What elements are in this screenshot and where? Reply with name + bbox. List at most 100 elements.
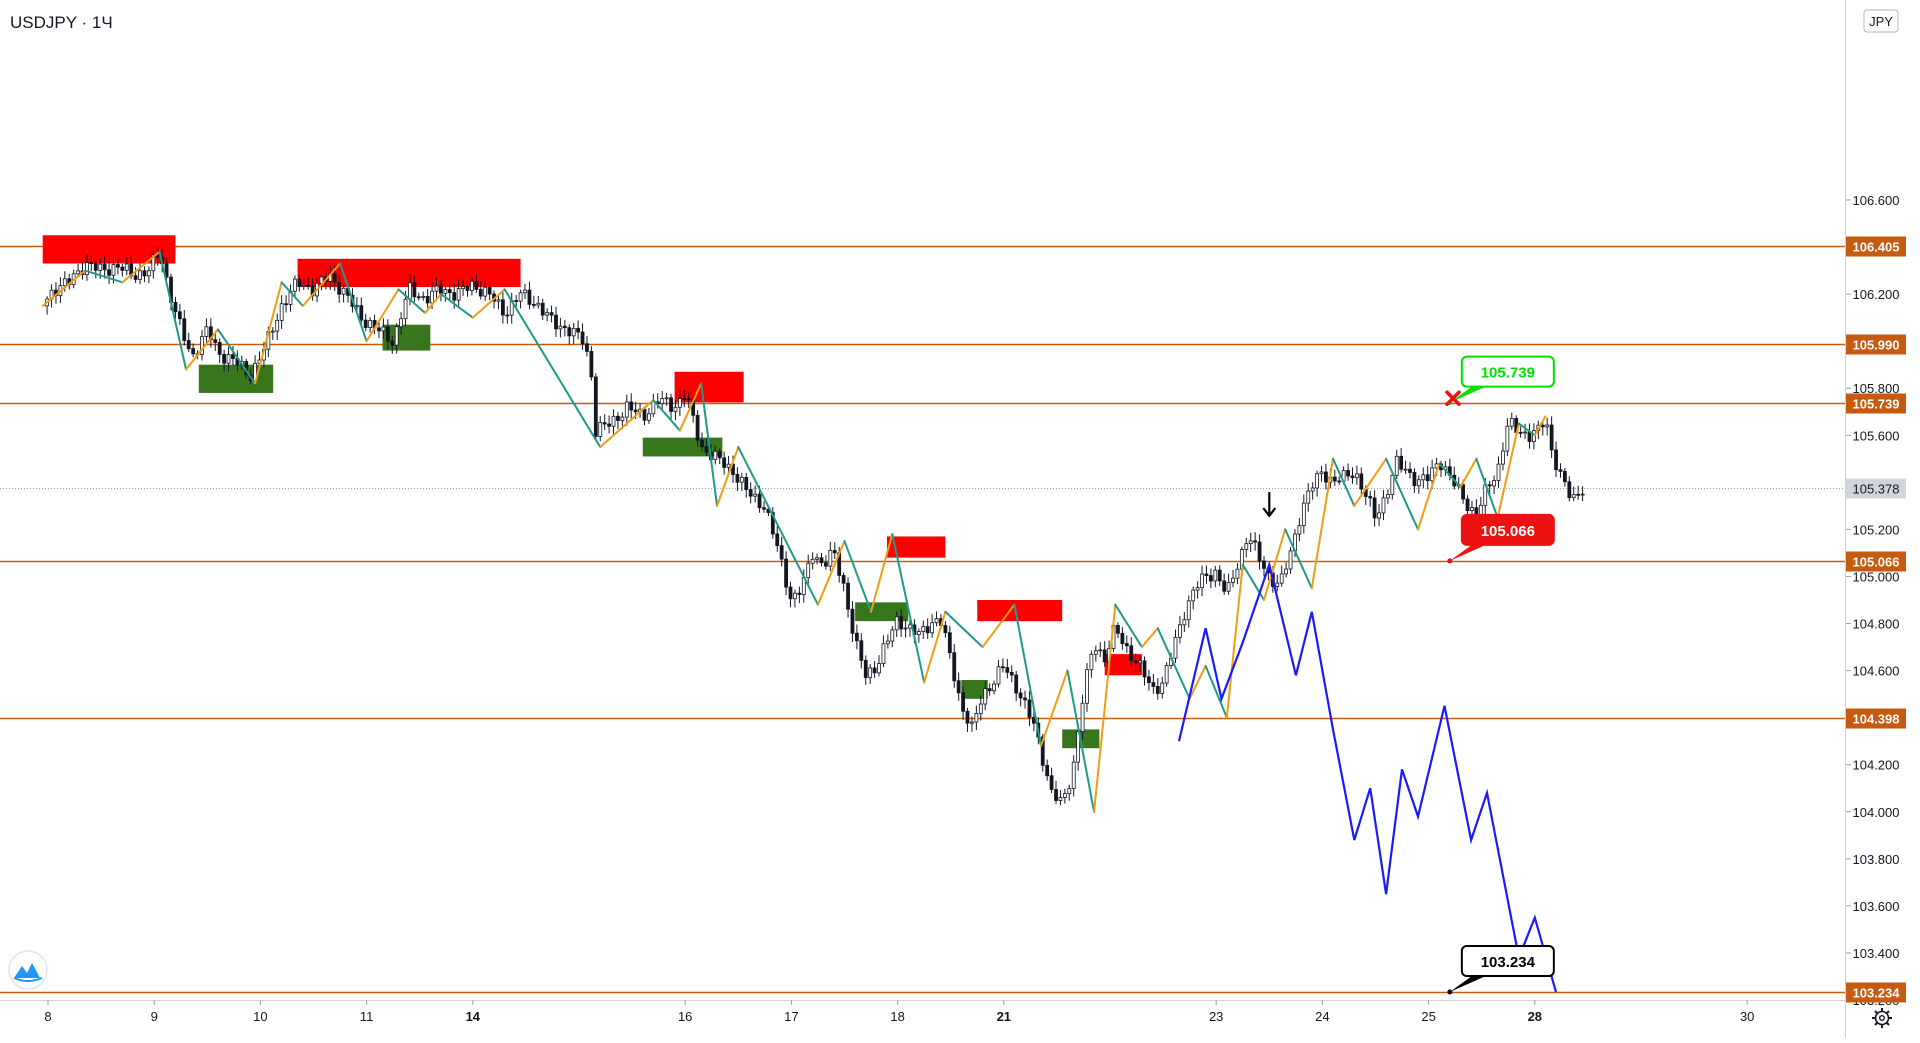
currency-badge[interactable]: [1863, 9, 1899, 33]
candle-body: [996, 666, 1001, 685]
candle-body: [580, 331, 585, 345]
candle-body: [921, 626, 926, 632]
level-label: 105.739: [1853, 397, 1900, 412]
candle-body: [217, 342, 222, 355]
zigzag-segment: [870, 533, 894, 613]
red_target-label: 105.066: [1481, 523, 1535, 540]
candle-body: [930, 622, 935, 634]
candle-body: [381, 326, 386, 332]
candle-body: [1381, 497, 1386, 514]
zigzag-segment: [1225, 563, 1244, 719]
zigzag-segment: [737, 446, 819, 606]
candle-body: [1505, 425, 1510, 452]
candle-body: [377, 327, 381, 332]
candle-body: [819, 557, 824, 564]
candle-body: [93, 263, 98, 271]
candle-body: [332, 273, 337, 283]
candle-body: [832, 550, 837, 554]
arrow-head: [1262, 507, 1277, 518]
candle-body: [598, 422, 603, 437]
candle-body: [872, 667, 877, 674]
plot-area[interactable]: [0, 0, 1845, 1000]
black_target-dot: [1447, 989, 1453, 995]
demand-zone: [961, 679, 988, 699]
candle-body: [1492, 480, 1496, 487]
black_target-pointer: [1449, 975, 1486, 992]
zigzag-segment: [1416, 462, 1441, 531]
candle-body: [279, 303, 284, 321]
candle-body: [412, 282, 417, 298]
candle-body: [1372, 497, 1377, 519]
zigzag-segment: [1066, 669, 1096, 813]
red-cross-icon: [1445, 390, 1461, 406]
candle-body: [739, 476, 744, 483]
time-axis[interactable]: 8 9 10 11 14 16 17 18 21 23 24 25 28 30: [44, 1000, 1754, 1024]
y-tick-label: 105.600: [1853, 428, 1900, 443]
candle-body: [430, 290, 434, 304]
zigzag-segment: [1241, 563, 1265, 601]
candle-body: [974, 713, 979, 723]
candle-body: [965, 710, 970, 724]
settings-gear-icon[interactable]: [1872, 1008, 1892, 1028]
candle-body: [846, 582, 850, 610]
zigzag-segment: [471, 288, 506, 319]
level-label-bg: [1846, 236, 1906, 257]
candle-body: [859, 640, 864, 661]
y-tick-label: 104.800: [1853, 617, 1900, 632]
candle-body: [779, 545, 784, 560]
candle-body: [363, 319, 368, 328]
candle-body: [443, 289, 448, 294]
candle-body: [633, 409, 638, 413]
candle-body: [1164, 665, 1169, 684]
candle-body: [992, 683, 996, 692]
candle-body: [1558, 469, 1563, 472]
y-tick-label: 103.800: [1853, 852, 1900, 867]
y-tick-label: 105.000: [1853, 569, 1900, 584]
candle-body: [1567, 481, 1572, 499]
candle-body: [186, 340, 191, 350]
candle-body: [425, 295, 430, 304]
candle-body: [669, 397, 673, 412]
candle-body: [647, 413, 651, 421]
candle-body: [133, 275, 138, 280]
zigzag-lines: [41, 250, 1547, 813]
candle-body: [1279, 573, 1284, 584]
zigzag-segment: [1188, 664, 1207, 700]
candle-body: [487, 286, 492, 295]
y-tick-label: 106.600: [1853, 193, 1900, 208]
candle-body: [987, 688, 992, 692]
candle-body: [1009, 671, 1014, 676]
candle-body: [1200, 573, 1204, 589]
y-tick-label: 103.600: [1853, 899, 1900, 914]
candle-body: [824, 562, 828, 567]
candle-body: [1133, 660, 1138, 664]
candle-body: [1403, 468, 1408, 471]
candle-body: [408, 282, 412, 300]
candle-body: [695, 414, 700, 441]
candle-body: [1186, 600, 1191, 621]
candle-body: [925, 626, 930, 634]
last-price-value: 105.378: [1853, 482, 1900, 497]
candle-body: [1023, 697, 1027, 701]
y-tick-label: 104.000: [1853, 805, 1900, 820]
candle-body: [151, 254, 156, 272]
demand-zone: [198, 364, 274, 393]
zigzag-segment: [1039, 669, 1069, 747]
tradingview-logo[interactable]: [8, 950, 48, 990]
candle-body: [1554, 449, 1558, 471]
x-tick-label: 23: [1209, 1009, 1223, 1024]
candle-body: [757, 493, 762, 509]
candle-body: [76, 270, 80, 275]
zigzag-segment: [1262, 528, 1287, 601]
price-axis[interactable]: 106.600 106.200 105.800 105.600 105.200 105.0…: [1846, 193, 1900, 1008]
supply-zone: [674, 371, 744, 403]
candle-body: [616, 415, 620, 421]
symbol-title[interactable]: USDJPY · 1Ч: [10, 13, 113, 32]
candle-body: [1138, 660, 1142, 664]
candle-body: [120, 266, 125, 271]
candle-body: [1195, 587, 1200, 591]
demand-zone: [382, 324, 431, 351]
candle-body: [1058, 797, 1063, 801]
candle-body: [474, 280, 479, 290]
